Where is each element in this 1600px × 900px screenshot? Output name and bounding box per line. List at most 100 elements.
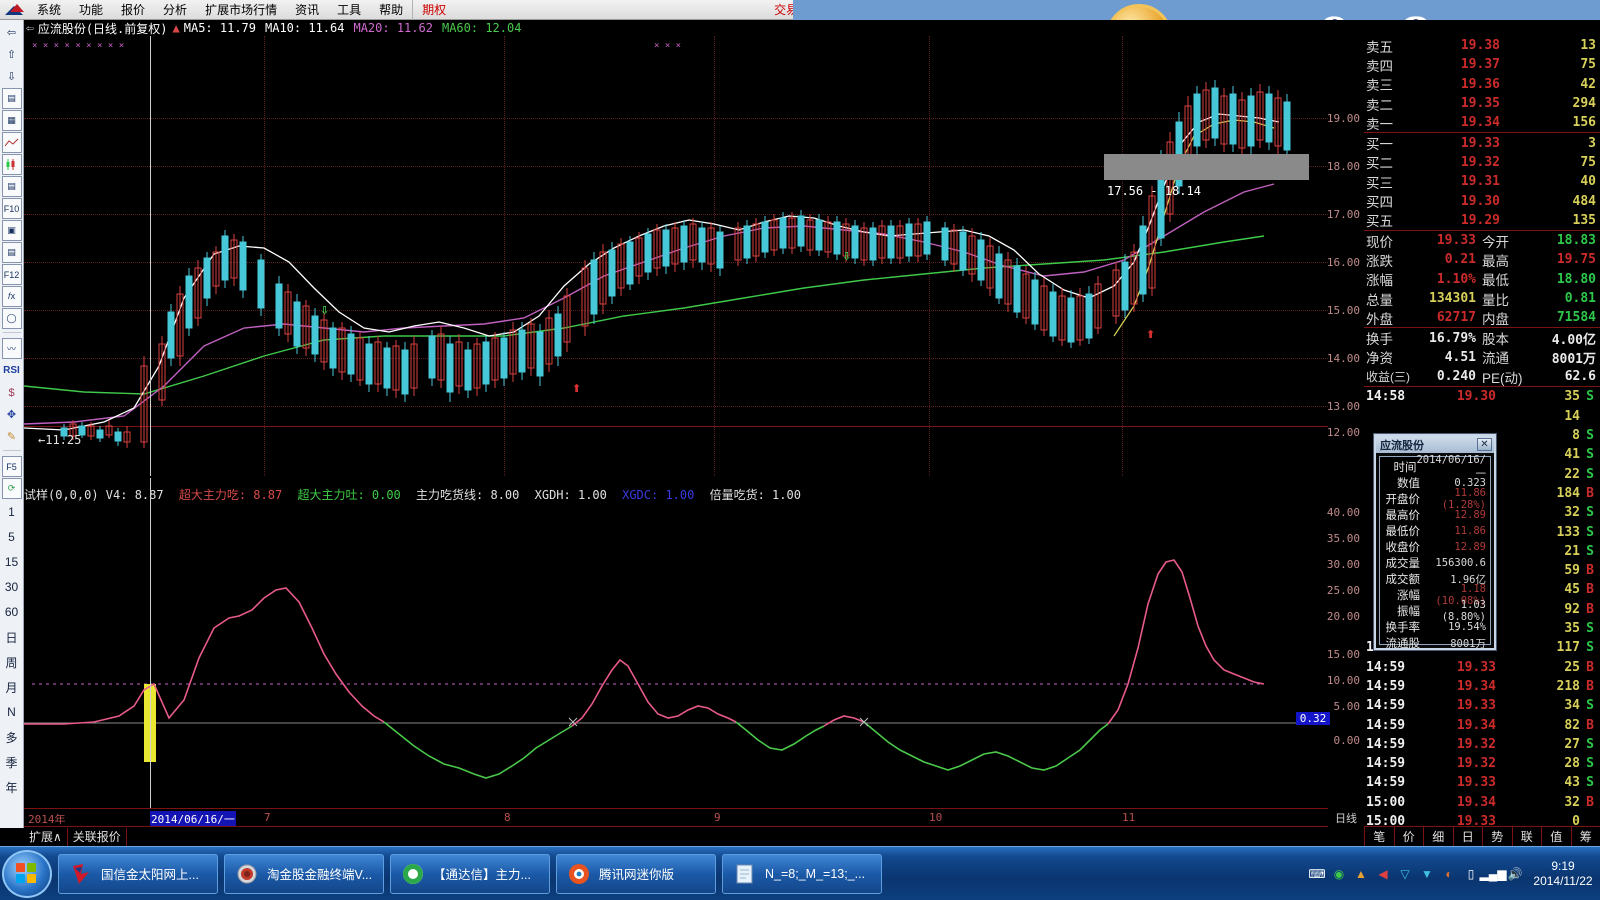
dialog-label-amplitude: 振幅 <box>1397 606 1420 618</box>
stat-label-volratio: 量比 <box>1482 292 1509 308</box>
period-1[interactable]: 1 <box>8 505 15 519</box>
data-tooltip-dialog[interactable]: 应流股份 ✕ 时间 2014/06/16/一 数值 0.323 开盘价 11.8… <box>1374 434 1496 650</box>
period-week[interactable]: 周 <box>5 655 18 670</box>
tab-shi[interactable]: 势 <box>1482 827 1512 846</box>
menu-item-tools[interactable]: 工具 <box>337 3 362 17</box>
speaker-mute-icon[interactable]: ◀ <box>1378 866 1388 881</box>
clipboard-icon[interactable]: ▤ <box>1 242 22 263</box>
menu-item-trade[interactable]: 交易 <box>774 3 799 17</box>
money-icon[interactable]: $ <box>8 386 15 399</box>
taskbar-button-tencent[interactable]: 腾讯网迷你版 <box>556 853 716 894</box>
taskbar-button-tdx[interactable]: 【通达信】主力... <box>390 853 550 894</box>
period-5[interactable]: 5 <box>8 530 15 544</box>
menu-item-quote[interactable]: 报价 <box>121 3 146 17</box>
wave-icon[interactable]: 〰 <box>1 338 22 359</box>
formula-icon[interactable]: 𝑓x <box>1 286 22 307</box>
sync-icon[interactable]: ▼ <box>1421 866 1433 881</box>
period-15[interactable]: 15 <box>4 555 19 569</box>
buy-order-row-4[interactable]: 买四 19.30 484 <box>1364 191 1600 211</box>
menu-item-options[interactable]: 期权 <box>412 0 455 20</box>
taskbar-clock[interactable]: 9:19 2014/11/22 <box>1532 859 1594 889</box>
browser-icon[interactable]: ◐ <box>1445 866 1453 881</box>
news-icon[interactable]: ▤ <box>1 176 22 197</box>
up-arrow-icon[interactable]: ⇧ <box>6 49 17 61</box>
main-candlestick-chart[interactable]: × × × × × × × × × × × × <box>24 36 1328 476</box>
signal-icon[interactable]: ▂▄▆ <box>1479 866 1507 881</box>
crosshair-vertical <box>150 36 151 476</box>
period-30[interactable]: 30 <box>4 580 19 594</box>
sell-order-row-5[interactable]: 卖五 19.38 13 <box>1364 36 1600 55</box>
app-icon[interactable]: ▲ <box>1355 866 1367 881</box>
period-n[interactable]: N <box>7 705 16 719</box>
period-60[interactable]: 60 <box>4 605 19 619</box>
stat-value-changepct: 1.10% <box>1436 271 1476 287</box>
tick-vol: 0 <box>1572 814 1580 830</box>
pencil-icon[interactable]: ✎ <box>6 431 17 443</box>
sell-order-row-1[interactable]: 卖一 19.34 156 <box>1364 113 1600 132</box>
period-quarter[interactable]: 季 <box>5 755 18 770</box>
tick-row: 14:59 19.34 82 B <box>1364 715 1600 734</box>
quote-stats-block-2: 换手 16.79% 股本 4.00亿 净资 4.51 流通 8001万 收益(三… <box>1364 328 1600 388</box>
taskbar-button-guosen[interactable]: 国信金太阳网上... <box>58 853 218 894</box>
buy-order-row-1[interactable]: 买一 19.33 3 <box>1364 133 1600 153</box>
close-icon[interactable]: ✕ <box>1477 438 1492 451</box>
chart-back-arrow-icon[interactable]: ⇦ <box>26 20 34 36</box>
back-arrow-icon[interactable]: ⇦ <box>6 27 17 39</box>
tick-vol: 21 <box>1564 543 1580 559</box>
tab-jia[interactable]: 价 <box>1393 827 1424 846</box>
layout-icon[interactable]: ▣ <box>1 220 22 241</box>
dialog-titlebar[interactable]: 应流股份 ✕ <box>1376 436 1494 453</box>
candlestick-icon[interactable] <box>1 154 22 175</box>
menu-item-function[interactable]: 功能 <box>79 3 104 17</box>
taskbar-button-taojin[interactable]: 淘金股金融终端V... <box>224 853 384 894</box>
menu-item-news[interactable]: 资讯 <box>295 3 320 17</box>
buy-order-row-5[interactable]: 买五 19.29 135 <box>1364 211 1600 230</box>
shield-icon[interactable]: ◉ <box>1333 866 1345 881</box>
status-extend-button[interactable]: 扩展∧ <box>24 827 68 846</box>
tick-vol: 22 <box>1564 466 1580 482</box>
refresh-icon[interactable]: ⟳ <box>1 478 22 499</box>
menu-item-help[interactable]: 帮助 <box>379 3 404 17</box>
report-icon[interactable]: ▤ <box>1 88 22 109</box>
tab-zhi[interactable]: 值 <box>1541 827 1571 846</box>
f12-icon[interactable]: F12 <box>1 264 22 285</box>
circle-tool-icon[interactable]: ◯ <box>1 308 22 329</box>
f5-icon[interactable]: F5 <box>1 456 22 477</box>
buy-order-row-3[interactable]: 买三 19.31 40 <box>1364 172 1600 191</box>
menu-item-analysis[interactable]: 分析 <box>163 3 188 17</box>
buy-order-row-2[interactable]: 买二 19.32 75 <box>1364 153 1600 172</box>
sell-order-row-4[interactable]: 卖四 19.37 75 <box>1364 55 1600 74</box>
status-linked-quote-button[interactable]: 关联报价 <box>68 827 127 846</box>
tab-chou[interactable]: 筹 <box>1570 827 1600 846</box>
up-arrow-indicator-icon: ▲ <box>172 21 180 35</box>
sell-price-2: 19.35 <box>1460 96 1500 112</box>
move-icon[interactable]: ✥ <box>6 409 17 421</box>
sell-order-row-3[interactable]: 卖三 19.36 42 <box>1364 75 1600 94</box>
period-month[interactable]: 月 <box>5 680 18 695</box>
period-year[interactable]: 年 <box>5 780 18 795</box>
windows-start-icon[interactable] <box>2 849 52 898</box>
table-icon[interactable]: ▦ <box>1 110 22 131</box>
tab-ri[interactable]: 日 <box>1452 827 1483 846</box>
menu-item-system[interactable]: 系统 <box>37 3 62 17</box>
tab-xi[interactable]: 细 <box>1423 827 1453 846</box>
taskbar-button-notepad[interactable]: N_=8;_M_=13;_... <box>722 853 882 894</box>
period-day[interactable]: 日 <box>5 630 18 645</box>
menu-item-extended-market[interactable]: 扩展市场行情 <box>205 3 278 17</box>
tick-time: 15:00 <box>1366 814 1406 830</box>
keyboard-icon[interactable]: ⌨ <box>1308 866 1326 881</box>
rsi-icon[interactable]: RSI <box>3 365 20 376</box>
battery-icon[interactable]: ▯ <box>1467 866 1475 881</box>
toolbar-divider-2 <box>2 450 21 454</box>
dialog-value-volume: 156300.6 <box>1435 557 1486 569</box>
down-arrow-icon[interactable]: ⇩ <box>6 71 17 83</box>
f10-icon[interactable]: F10 <box>1 198 22 219</box>
sub-indicator-chart[interactable]: 试样(0,0,0) V4: 8.87 超大主力吃: 8.87 超大主力吐: 0.… <box>24 478 1328 808</box>
period-multi[interactable]: 多 <box>5 730 18 745</box>
tab-lian[interactable]: 联 <box>1511 827 1542 846</box>
security-icon[interactable]: ▽ <box>1400 866 1410 881</box>
volume-icon[interactable]: 🔊 <box>1507 866 1523 881</box>
tab-bi[interactable]: 笔 <box>1364 827 1394 846</box>
sell-order-row-2[interactable]: 卖二 19.35 294 <box>1364 94 1600 113</box>
line-chart-icon[interactable] <box>1 132 22 153</box>
